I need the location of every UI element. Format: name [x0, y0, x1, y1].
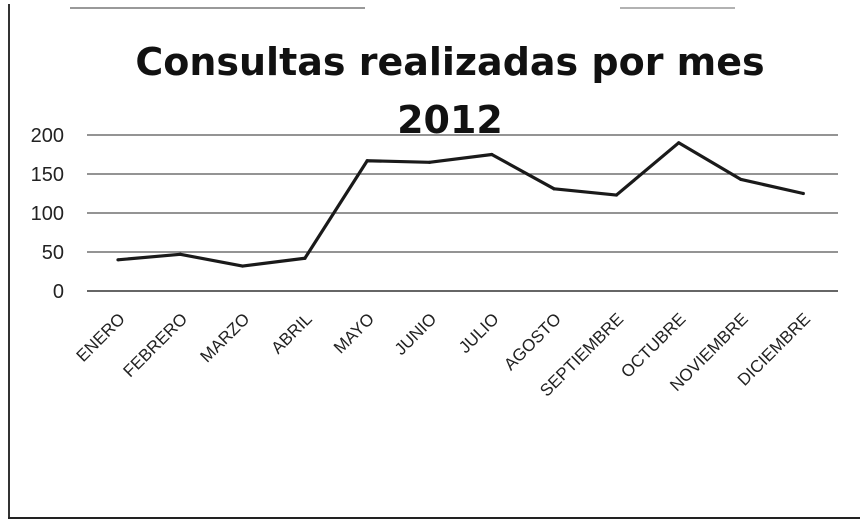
data-point: [178, 252, 182, 256]
y-tick-label: 100: [31, 203, 64, 225]
data-point: [552, 187, 556, 191]
frame-top-edge-right: [620, 7, 735, 9]
data-point: [303, 256, 307, 260]
data-point: [365, 159, 369, 163]
x-tick-label: JUNIO: [391, 309, 440, 358]
data-point: [490, 152, 494, 157]
frame-left-edge: [8, 4, 10, 519]
y-tick-label: 0: [53, 281, 64, 303]
data-point: [677, 141, 681, 145]
data-point: [427, 160, 432, 164]
data-point: [739, 177, 743, 182]
y-tick-label: 150: [31, 164, 64, 186]
data-point: [801, 191, 805, 196]
x-tick-label: MAYO: [330, 309, 378, 357]
x-tick-label: FEBRERO: [120, 309, 192, 381]
x-tick-label: JULIO: [455, 309, 503, 357]
data-point: [241, 264, 245, 268]
x-tick-label: ENERO: [73, 309, 129, 365]
x-tick-label: ABRIL: [268, 309, 316, 357]
chart-subtitle-year: 2012: [397, 98, 503, 142]
y-tick-label: 50: [42, 242, 64, 264]
data-point: [116, 258, 120, 262]
data-point: [614, 193, 619, 197]
frame-bottom-edge: [8, 517, 860, 519]
x-tick-label: MARZO: [197, 309, 254, 366]
x-tick-label: AGOSTO: [500, 309, 565, 374]
frame-top-edge: [70, 7, 365, 9]
y-tick-label: 200: [31, 125, 64, 147]
series-line: [117, 141, 804, 268]
chart-title: Consultas realizadas por mes: [135, 40, 765, 84]
